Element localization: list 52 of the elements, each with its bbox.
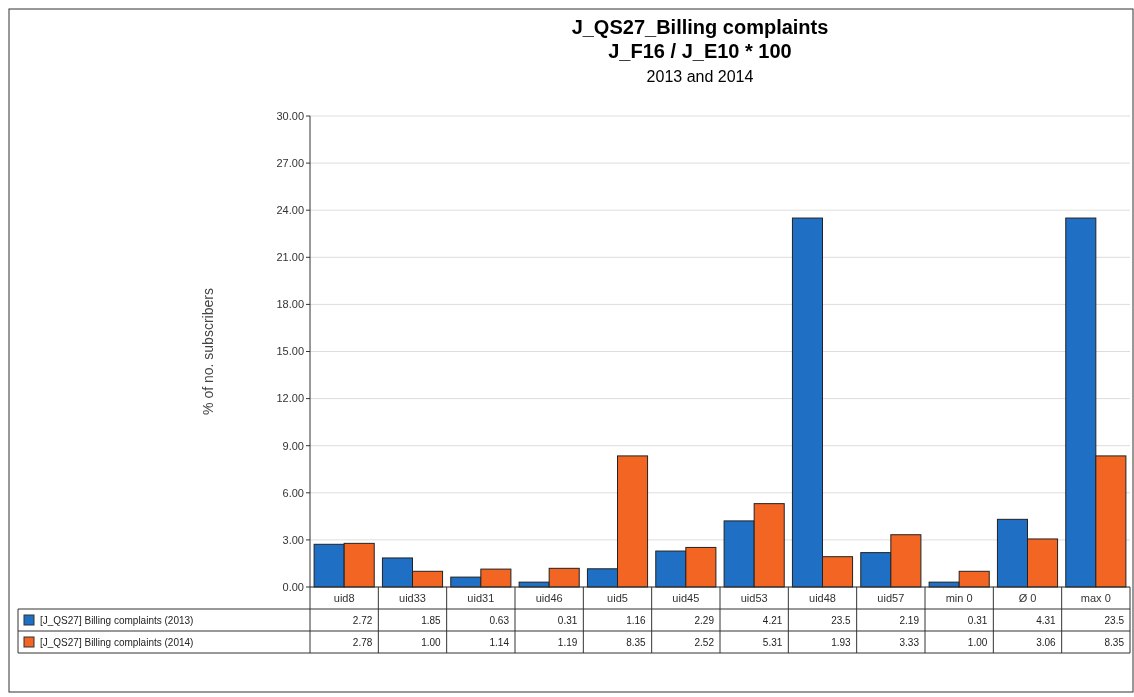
x-tick-label: uid57: [877, 591, 905, 604]
chart-title: J_QS27_Billing complaints: [571, 16, 829, 38]
data-label: 1.85: [421, 614, 442, 626]
x-tick-label: uid8: [333, 591, 355, 604]
x-tick-label: min 0: [945, 591, 973, 604]
x-tick-label: uid31: [467, 591, 495, 604]
y-tick-label: 18.00: [276, 298, 304, 311]
data-label: 0.31: [967, 614, 988, 626]
x-tick-label: uid33: [399, 591, 426, 604]
y-tick-label: 24.00: [276, 204, 304, 217]
x-tick-label: Ø 0: [1018, 591, 1037, 604]
data-label: 2.72: [352, 614, 373, 626]
data-label: 1.00: [421, 636, 442, 648]
x-tick-label: uid53: [740, 591, 768, 604]
data-label: 23.5: [1104, 614, 1125, 626]
data-label: 3.33: [899, 636, 920, 648]
data-label: 2.52: [694, 636, 715, 648]
y-tick-label: 12.00: [276, 392, 304, 405]
chart-subtitle: J_F16 / J_E10 * 100 2013 and 2014: [608, 40, 792, 85]
data-label: 3.06: [1036, 636, 1057, 648]
x-tick-label: uid48: [809, 591, 836, 604]
data-label: 8.35: [1104, 636, 1125, 648]
y-tick-label: 6.00: [282, 486, 304, 499]
y-tick-label: 21.00: [276, 251, 304, 264]
legend-label: [J_QS27] Billing complaints (2013): [40, 614, 194, 626]
data-label: 8.35: [626, 636, 647, 648]
data-label: 1.00: [967, 636, 988, 648]
legend-label: [J_QS27] Billing complaints (2014): [40, 636, 194, 648]
data-label: 1.93: [831, 636, 852, 648]
data-label: 2.78: [352, 636, 373, 648]
x-tick-label: uid46: [535, 591, 563, 604]
y-tick-label: 3.00: [282, 533, 304, 546]
x-tick-label: uid45: [672, 591, 700, 604]
y-tick-label: 9.00: [282, 439, 304, 452]
x-tick-label: uid5: [607, 591, 628, 604]
data-label: 1.14: [489, 636, 510, 648]
data-label: 23.5: [831, 614, 852, 626]
data-label: 0.31: [557, 614, 578, 626]
data-label: 2.19: [899, 614, 920, 626]
y-tick-label: 30.00: [276, 109, 304, 122]
x-tick-label: max 0: [1080, 591, 1111, 604]
data-label: 0.63: [489, 614, 510, 626]
y-tick-label: 0.00: [282, 580, 304, 593]
y-tick-label: 15.00: [276, 345, 304, 358]
data-label: 5.31: [762, 636, 783, 648]
data-label: 1.19: [557, 636, 578, 648]
y-axis-title: % of no. subscribers: [200, 288, 216, 415]
data-label: 4.31: [1036, 614, 1057, 626]
y-tick-label: 27.00: [276, 156, 304, 169]
data-label: 2.29: [694, 614, 715, 626]
data-label: 1.16: [626, 614, 647, 626]
data-label: 4.21: [762, 614, 783, 626]
